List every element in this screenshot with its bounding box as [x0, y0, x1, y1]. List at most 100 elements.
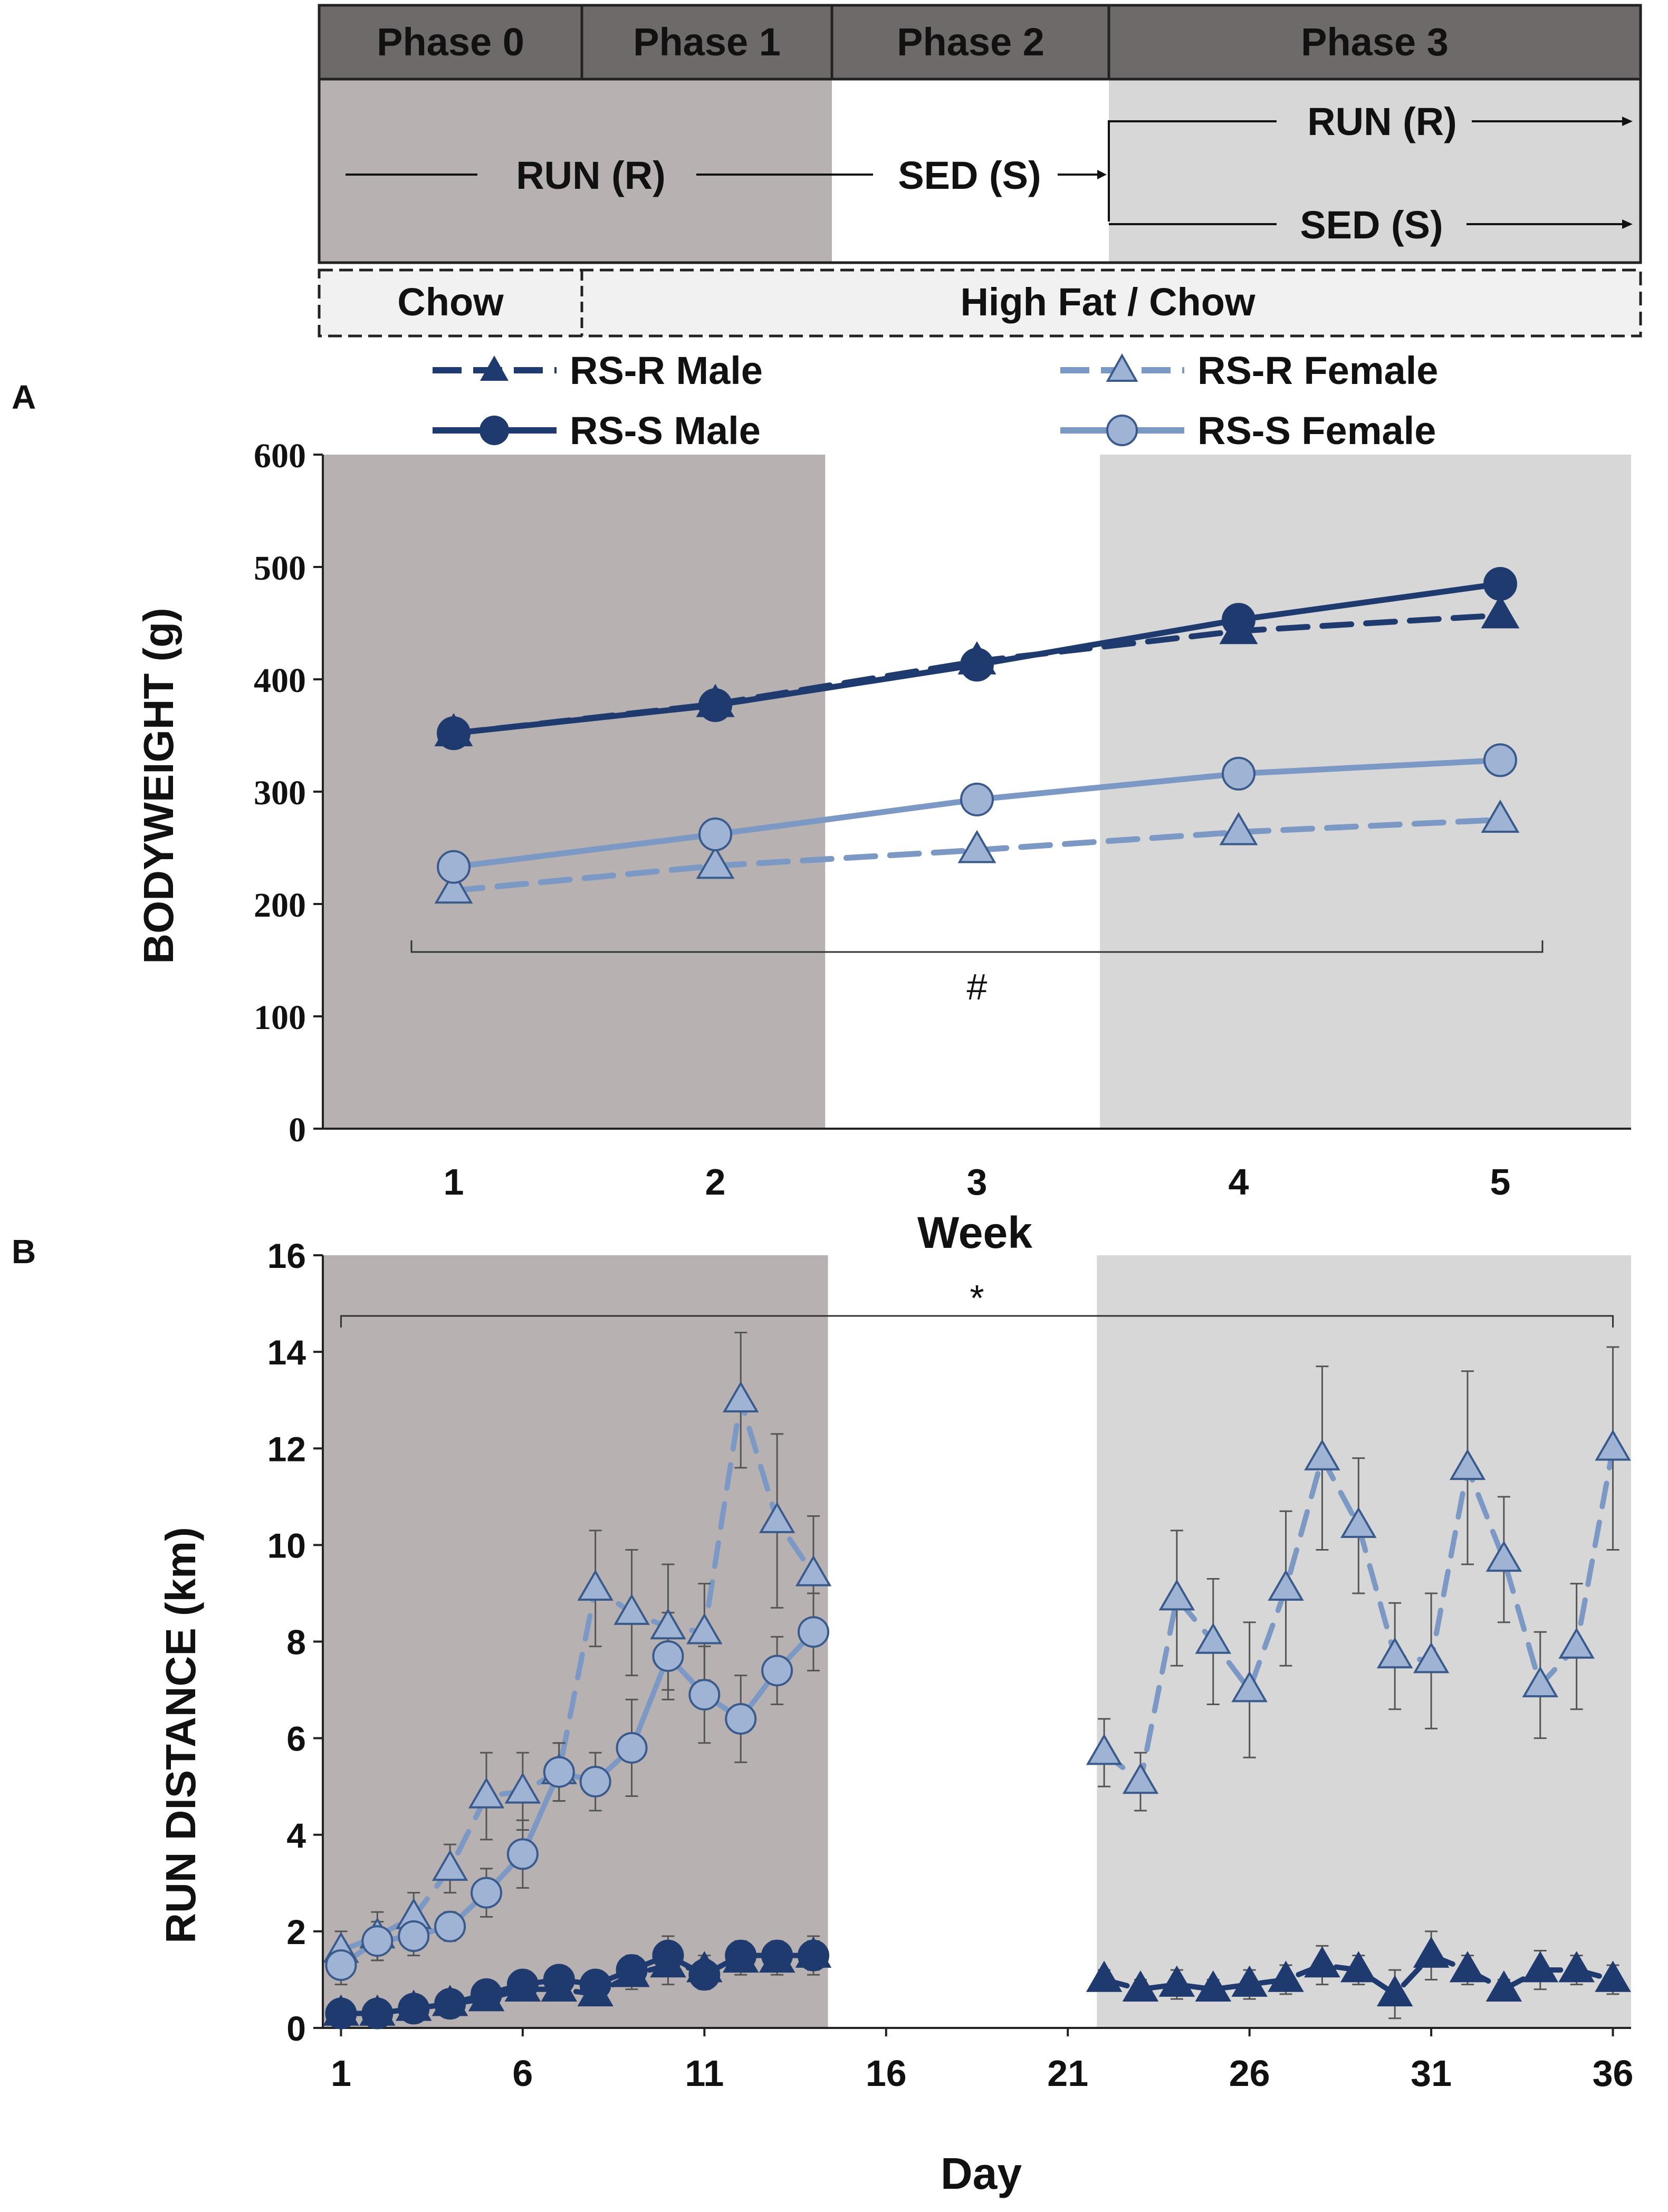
data-point-rs-r-female: [432, 1849, 468, 1881]
data-point-rs-r-male: [1558, 1951, 1595, 1983]
data-point-rs-s-female: [579, 1766, 611, 1798]
significance-bracket: [410, 940, 1544, 953]
data-point-rs-r-male: [1231, 1965, 1268, 1997]
phase-sed-block: [832, 79, 1109, 263]
data-point-rs-s-female: [434, 1910, 466, 1942]
y-tick-label: 0: [289, 1111, 306, 1149]
data-point-rs-s-female: [1222, 756, 1255, 791]
shaded-region-1: [1097, 1255, 1631, 2028]
data-point-rs-s-female: [725, 1703, 757, 1735]
run-label: RUN (R): [516, 153, 666, 197]
phase-2-label: Phase 2: [897, 20, 1044, 64]
data-point-rs-r-female: [1522, 1666, 1559, 1698]
y-tick-label: 12: [267, 1429, 306, 1468]
x-tick-label: 4: [1229, 1161, 1249, 1203]
data-point-rs-r-female: [1158, 1579, 1195, 1611]
data-point-rs-r-female: [722, 1381, 759, 1412]
data-point-rs-s-male: [434, 1988, 466, 2020]
data-point-rs-r-male: [1522, 1951, 1559, 1983]
y-tick-label: 14: [267, 1333, 306, 1372]
x-tick-label: 2: [705, 1161, 726, 1203]
phase-0-label: Phase 0: [377, 20, 524, 64]
phase-run-block: [319, 79, 832, 263]
data-point-rs-r-female: [613, 1593, 650, 1625]
data-point-rs-r-female: [1086, 1734, 1123, 1765]
data-point-rs-r-female: [1268, 1569, 1304, 1601]
phase-shading: [323, 455, 1631, 1129]
y-tick-label: 400: [254, 661, 306, 700]
data-point-rs-r-female: [1595, 1429, 1631, 1461]
legend-rs-r-male-label: RS-R Male: [570, 349, 763, 392]
y-tick-label: 4: [286, 1816, 306, 1855]
data-point-rs-s-female: [506, 1838, 539, 1870]
x-tick-label: 5: [1490, 1161, 1511, 1203]
data-point-rs-r-female: [1376, 1637, 1413, 1669]
data-point-rs-s-male: [652, 1939, 684, 1971]
significance-marker: #: [967, 966, 988, 1007]
legend-rs-s-female-label: RS-S Female: [1197, 409, 1436, 453]
data-point-rs-s-male: [761, 1939, 793, 1971]
data-point-rs-r-male: [1268, 1960, 1304, 1992]
data-point-rs-r-female: [1558, 1627, 1595, 1659]
data-point-rs-r-male: [1413, 1936, 1450, 1968]
data-point-rs-r-female: [1481, 800, 1520, 833]
data-point-rs-s-male: [698, 688, 732, 722]
timeline: Phase 0 Phase 1 Phase 2 Phase 3 RUN (R) …: [318, 4, 1642, 338]
data-point-rs-s-male: [798, 1939, 829, 1971]
data-point-rs-r-male: [1086, 1960, 1123, 1992]
diet-highfat-label: High Fat / Chow: [960, 280, 1255, 324]
axes: [313, 1254, 1631, 2036]
data-point-rs-s-male: [361, 1997, 394, 2030]
x-tick-label: 1: [331, 2053, 351, 2094]
data-point-rs-r-female: [1122, 1763, 1159, 1794]
y-tick-label: 10: [267, 1526, 306, 1565]
run-distance-y-axis-title: RUN DISTANCE (km): [157, 1527, 204, 1944]
y-tick-label: 500: [254, 549, 306, 588]
phase-header-bar: [318, 4, 1642, 81]
data-point-rs-r-female: [957, 830, 996, 863]
data-point-rs-r-male: [1449, 1951, 1486, 1983]
data-point-rs-s-female: [960, 782, 994, 816]
annotation: *: [340, 1277, 1614, 1328]
data-point-rs-r-female: [759, 1502, 795, 1533]
data-point-rs-r-female: [1304, 1439, 1340, 1470]
y-tick-label: 300: [254, 774, 306, 812]
diet-bar: [318, 268, 1642, 338]
legend-item-rs-s-female: RS-S Female: [1060, 409, 1436, 453]
data-point-rs-s-male: [960, 648, 994, 682]
data-point-rs-r-male: [1376, 1975, 1413, 2007]
legend-item-rs-s-male: RS-S Male: [433, 409, 761, 453]
phase-3-label: Phase 3: [1301, 20, 1449, 64]
data-point-rs-s-female: [398, 1920, 430, 1953]
legend-item-rs-r-female: RS-R Female: [1060, 349, 1438, 392]
data-point-rs-r-female: [650, 1608, 686, 1640]
data-point-rs-s-male: [616, 1954, 648, 1986]
shaded-region-0: [323, 455, 826, 1129]
y-tick-label: 6: [286, 1719, 306, 1758]
data-point-rs-r-female: [504, 1772, 541, 1804]
data-point-rs-s-female: [543, 1756, 575, 1788]
data-point-rs-s-male: [1222, 603, 1255, 637]
x-tick-label: 6: [512, 2053, 533, 2094]
annotation: #: [410, 940, 1544, 1007]
run-distance-x-axis-title: Day: [941, 2149, 1022, 2198]
data-point-rs-r-female: [1449, 1448, 1486, 1480]
data-point-rs-r-male: [1158, 1965, 1195, 1997]
data-point-rs-r-female: [577, 1569, 613, 1601]
significance-bracket: [340, 1315, 1614, 1328]
data-point-rs-r-male: [1304, 1946, 1340, 1978]
data-point-rs-s-male: [437, 716, 471, 751]
data-point-rs-s-female: [798, 1616, 829, 1648]
x-tick-label: 16: [866, 2053, 907, 2094]
data-point-rs-r-female: [1219, 812, 1258, 845]
diet-chow-label: Chow: [397, 280, 504, 324]
series-markers: [323, 1381, 1631, 2030]
data-point-rs-s-female: [325, 1949, 357, 1981]
data-point-rs-r-female: [686, 1613, 723, 1644]
legend-rs-s-male-label: RS-S Male: [570, 409, 761, 453]
data-point-rs-s-female: [471, 1877, 502, 1909]
y-tick-label: 200: [254, 886, 306, 925]
